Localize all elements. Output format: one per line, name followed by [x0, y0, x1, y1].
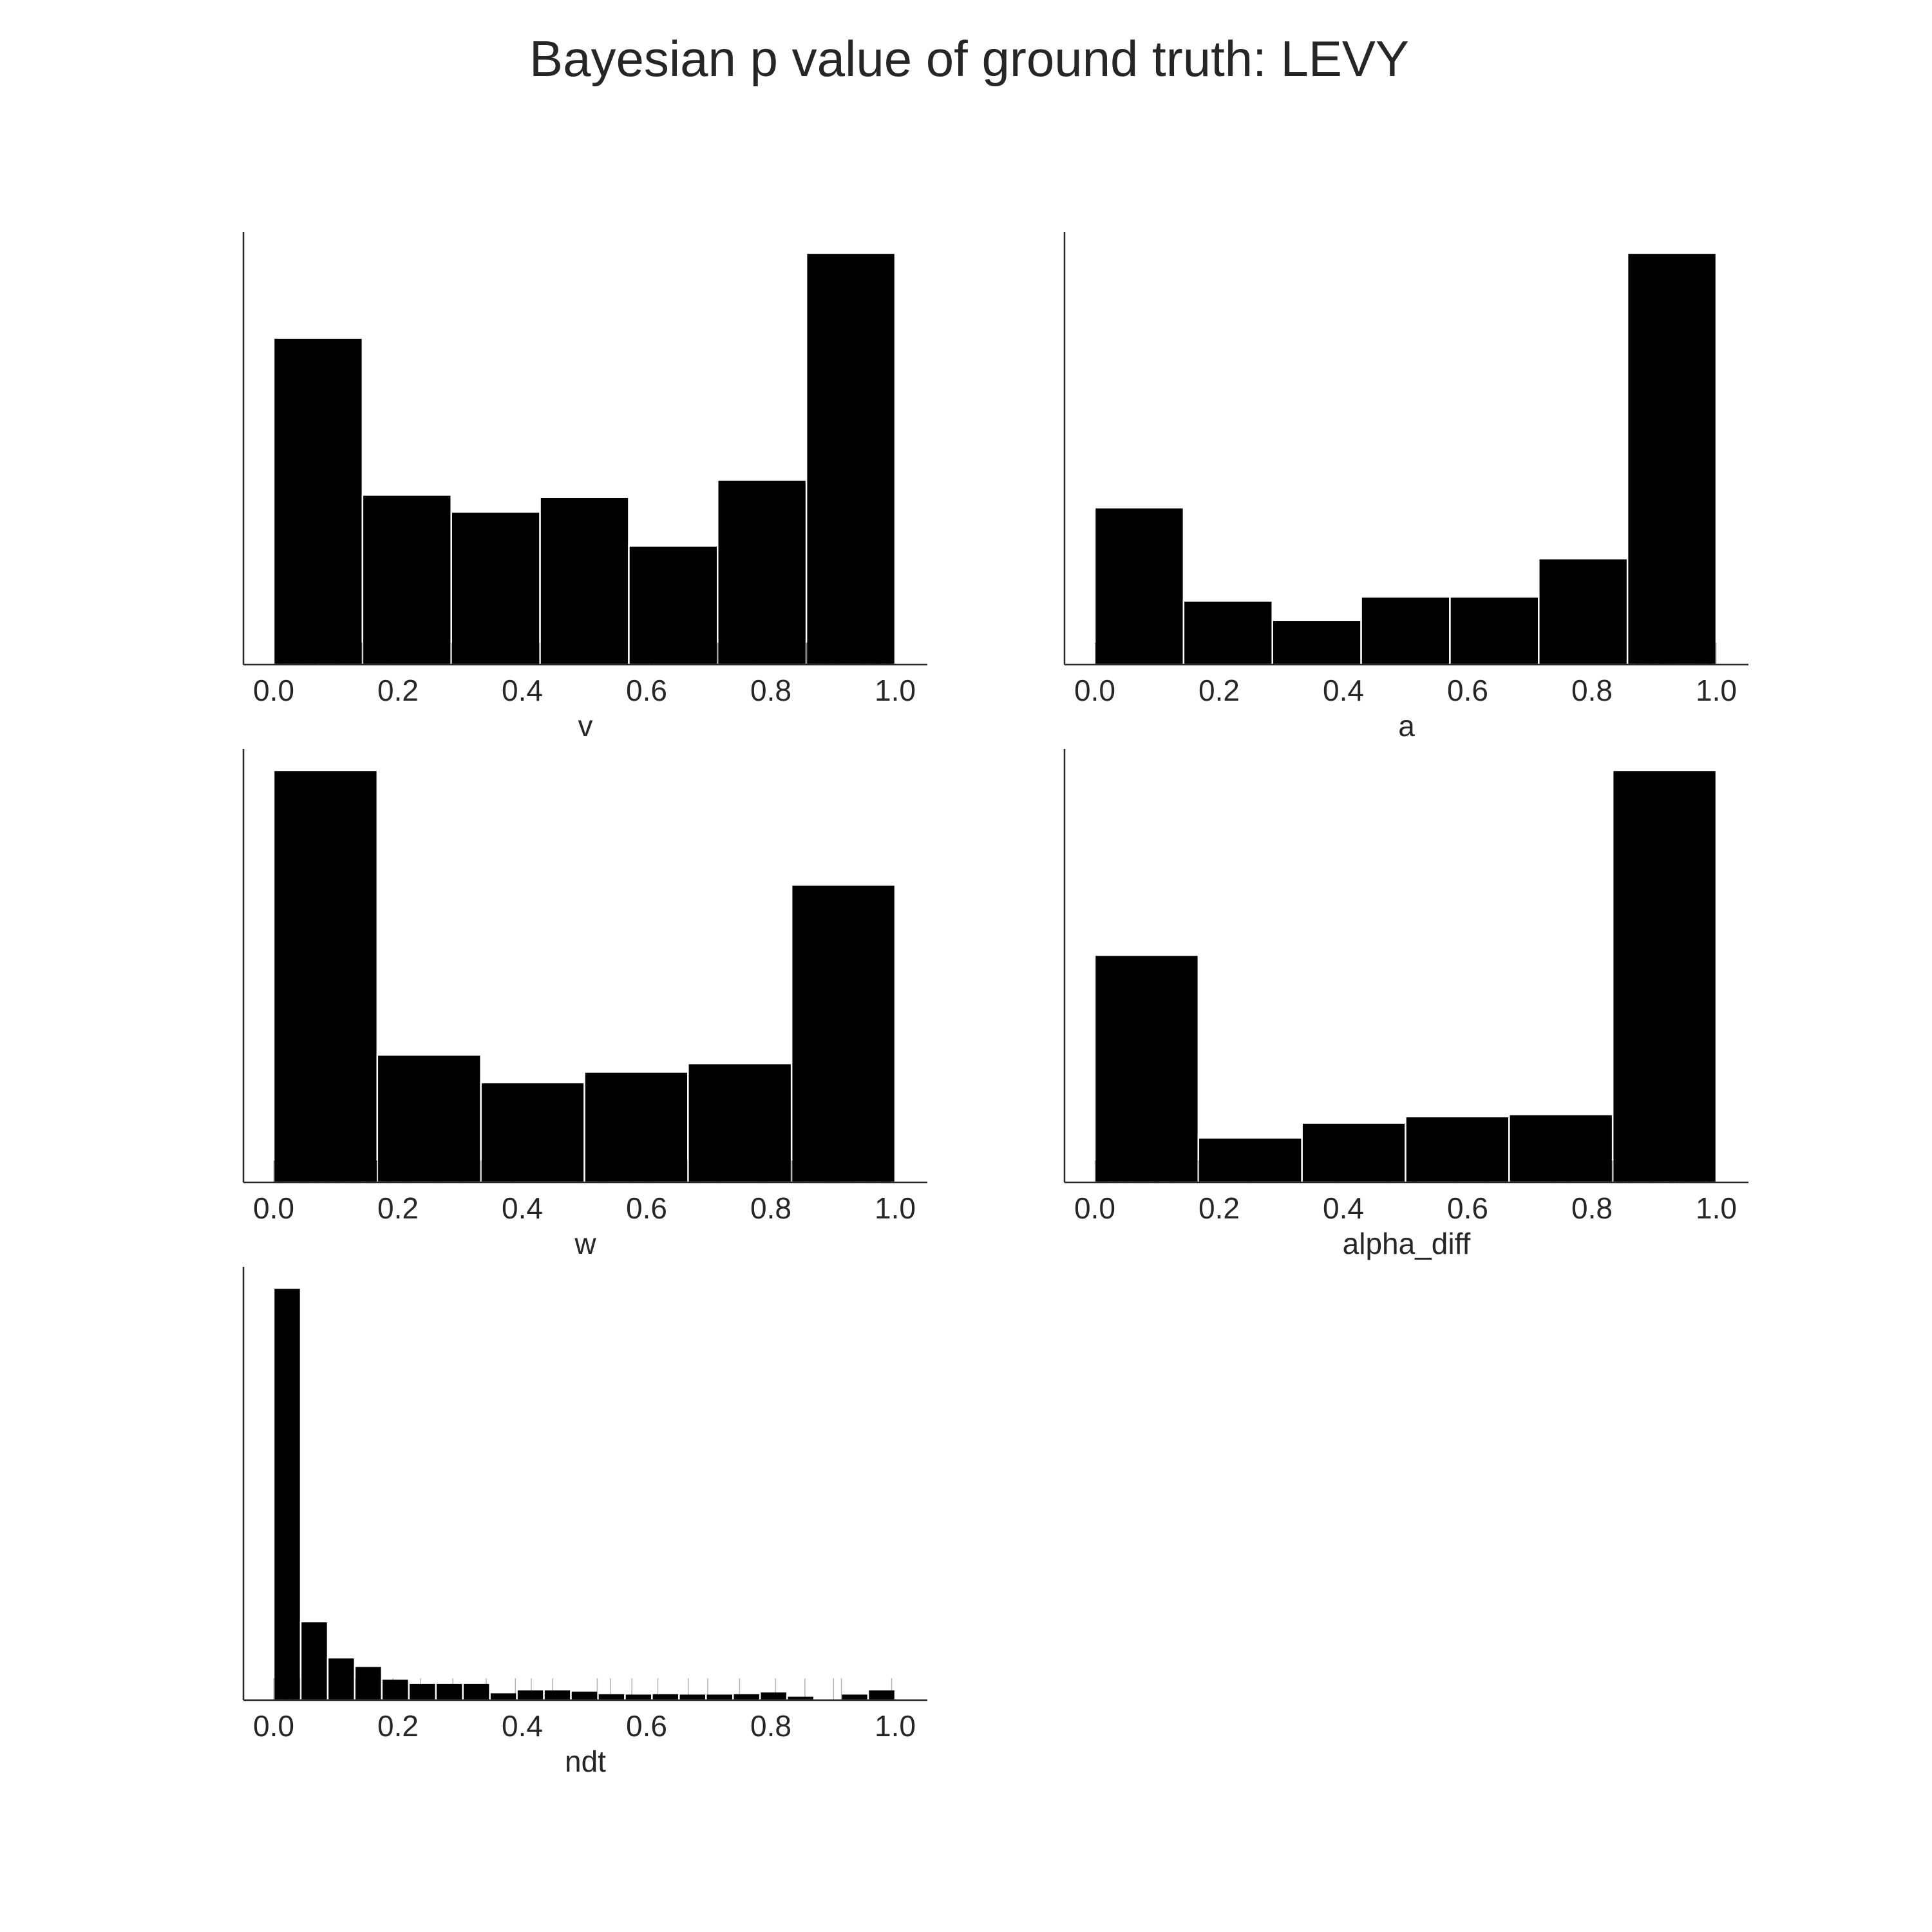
- subplot-w: 0.0 0.2 0.4 0.6 0.8 1.0 w: [242, 749, 927, 1260]
- histogram-bar: [583, 1071, 689, 1184]
- x-tick-label: 0.6: [1447, 1191, 1488, 1225]
- histogram-bar: [539, 496, 630, 666]
- x-tick-label: 0.0: [1074, 1191, 1115, 1225]
- rug-ticks: [1094, 643, 1717, 665]
- histogram-bar: [1197, 1137, 1303, 1184]
- x-tick-label: 0.4: [1323, 674, 1364, 707]
- histogram-bar: [1449, 596, 1540, 666]
- histogram-bar: [628, 545, 719, 666]
- x-tick-label: 0.0: [1074, 674, 1115, 707]
- histogram-bar: [272, 769, 379, 1184]
- histogram-bar: [1271, 619, 1362, 666]
- x-tick-label: 0.2: [1198, 674, 1240, 707]
- histogram-bar: [272, 1287, 302, 1701]
- histogram-bar: [408, 1682, 437, 1701]
- subplot-a: 0.0 0.2 0.4 0.6 0.8 1.0 a: [1063, 232, 1748, 743]
- x-tick-label: 0.8: [750, 674, 791, 707]
- x-tick-label: 1.0: [875, 1191, 916, 1225]
- histogram-bar: [361, 494, 452, 666]
- subplot-v: 0.0 0.2 0.4 0.6 0.8 1.0 v: [242, 232, 927, 743]
- x-tick-label: 0.0: [253, 674, 294, 707]
- histogram-bar: [805, 252, 896, 666]
- x-tick-label: 0.4: [502, 1709, 543, 1743]
- subplot-alpha-diff: 0.0 0.2 0.4 0.6 0.8 1.0 alpha_diff: [1063, 749, 1748, 1260]
- histogram-bar: [543, 1689, 572, 1701]
- histogram-bar: [1360, 596, 1451, 666]
- x-tick-label: 0.6: [1447, 674, 1488, 707]
- histogram-bar: [381, 1678, 410, 1701]
- x-tick-label: 0.6: [626, 674, 667, 707]
- histogram-bar: [489, 1691, 518, 1701]
- histogram-bar: [462, 1682, 491, 1701]
- rug-ticks: [273, 1678, 893, 1700]
- x-tick-label: 0.2: [377, 1709, 419, 1743]
- x-tick-label: 0.4: [1323, 1191, 1364, 1225]
- x-tick-label: 0.4: [502, 1191, 543, 1225]
- figure-title: Bayesian p value of ground truth: LEVY: [529, 30, 1409, 87]
- histogram-bar: [840, 1692, 869, 1701]
- x-tick-label: 0.8: [1571, 674, 1613, 707]
- histogram-bar: [376, 1054, 482, 1184]
- histogram-bar: [1094, 506, 1185, 666]
- x-tick-label: 0.6: [626, 1709, 667, 1743]
- x-tick-label: 1.0: [1696, 1191, 1737, 1225]
- x-axis-label: w: [574, 1227, 596, 1260]
- histogram-bar: [570, 1690, 599, 1701]
- x-tick-label: 0.0: [253, 1709, 294, 1743]
- x-tick-label: 0.4: [502, 674, 543, 707]
- x-tick-label: 0.6: [626, 1191, 667, 1225]
- histogram-bar: [687, 1063, 793, 1184]
- x-axis-label: alpha_diff: [1343, 1227, 1471, 1260]
- x-tick-label: 0.0: [253, 1191, 294, 1225]
- histogram-bar: [717, 479, 808, 666]
- histogram-bar: [1611, 769, 1718, 1184]
- x-axis-label: v: [578, 709, 593, 743]
- histogram-bar: [1182, 600, 1273, 666]
- x-tick-label: 0.2: [1198, 1191, 1240, 1225]
- histogram-bar: [759, 1690, 788, 1701]
- histogram-bar: [1405, 1115, 1510, 1184]
- rug-ticks: [273, 1160, 894, 1182]
- x-axis-label: ndt: [565, 1745, 606, 1778]
- histogram-bar: [354, 1665, 383, 1701]
- histogram-bar: [327, 1656, 356, 1701]
- rug-ticks: [1094, 1160, 1715, 1182]
- histogram-bar: [1301, 1122, 1406, 1184]
- histogram-bar: [272, 337, 364, 666]
- x-tick-label: 0.2: [377, 674, 419, 707]
- rug-ticks: [278, 643, 893, 665]
- x-axis-label: a: [1398, 709, 1415, 743]
- x-tick-label: 0.8: [750, 1191, 791, 1225]
- histogram-bar: [435, 1682, 464, 1701]
- x-tick-label: 1.0: [875, 674, 916, 707]
- histogram-bar: [516, 1689, 545, 1701]
- histogram-bar: [450, 511, 541, 666]
- x-tick-label: 0.2: [377, 1191, 419, 1225]
- histogram-bar: [1626, 252, 1718, 666]
- x-tick-label: 0.8: [1571, 1191, 1613, 1225]
- x-tick-label: 0.8: [750, 1709, 791, 1743]
- histogram-bar: [651, 1692, 680, 1701]
- histogram-bar: [705, 1692, 734, 1701]
- histogram-bar: [732, 1692, 761, 1701]
- histogram-bar: [1094, 954, 1200, 1184]
- subplot-ndt: 0.0 0.2 0.4 0.6 0.8 1.0 ndt: [242, 1267, 927, 1778]
- histogram-bar: [597, 1692, 626, 1701]
- x-tick-label: 1.0: [1696, 674, 1737, 707]
- histogram-bar: [678, 1692, 707, 1701]
- x-tick-label: 1.0: [875, 1709, 916, 1743]
- histogram-bar: [624, 1692, 653, 1701]
- histogram-bar: [867, 1689, 896, 1701]
- histogram-bar: [790, 884, 896, 1184]
- histogram-bar: [1508, 1113, 1614, 1184]
- histogram-bar: [480, 1081, 585, 1184]
